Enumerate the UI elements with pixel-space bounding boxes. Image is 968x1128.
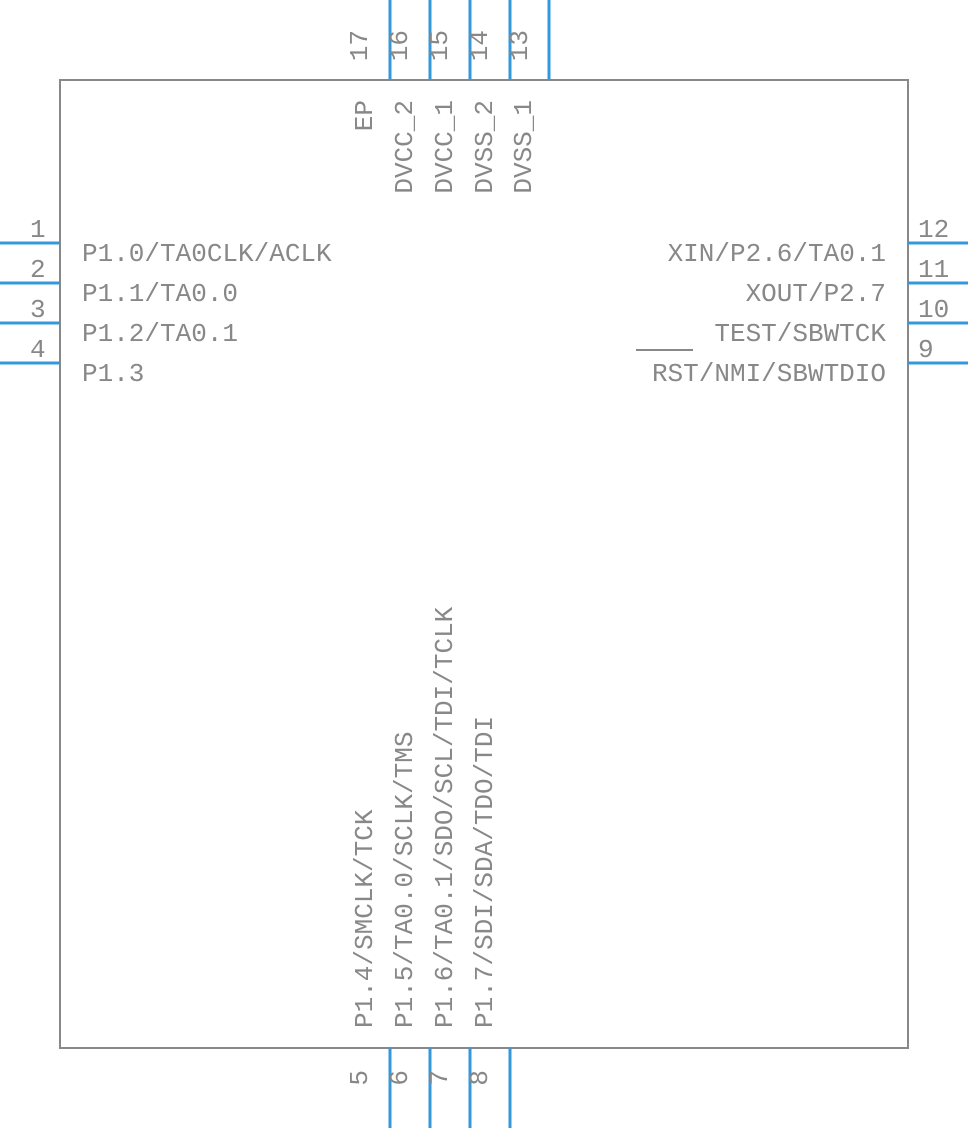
pin-number-5: 5 — [345, 1070, 375, 1086]
pin-number-3: 3 — [30, 295, 46, 325]
pin-label-2: P1.1/TA0.0 — [82, 279, 238, 309]
pin-label-8: P1.7/SDI/SDA/TDO/TDI — [470, 716, 500, 1028]
ic-schematic-symbol: 1 P1.0/TA0CLK/ACLK 2 P1.1/TA0.0 3 P1.2/TA0.1 4… — [0, 0, 968, 1128]
pin-number-14: 14 — [465, 30, 495, 61]
pin-number-15: 15 — [425, 30, 455, 61]
pin-number-2: 2 — [30, 255, 46, 285]
pin-number-7: 7 — [425, 1070, 455, 1086]
pin-number-12: 12 — [918, 215, 949, 245]
pin-label-4: P1.3 — [82, 359, 144, 389]
pin-label-6: P1.5/TA0.0/SCLK/TMS — [390, 732, 420, 1028]
pin-number-9: 9 — [918, 335, 934, 365]
pin-label-12: XIN/P2.6/TA0.1 — [668, 239, 886, 269]
pin-label-11: XOUT/P2.7 — [746, 279, 886, 309]
pin-label-16: DVCC_2 — [390, 100, 420, 194]
pin-label-14: DVSS_2 — [470, 100, 500, 194]
pin-label-13: DVSS_1 — [509, 100, 539, 194]
pin-number-8: 8 — [465, 1070, 495, 1086]
pin-label-9: RST/NMI/SBWTDIO — [652, 359, 886, 389]
pin-label-17: EP — [350, 100, 380, 131]
pin-number-10: 10 — [918, 295, 949, 325]
pin-number-4: 4 — [30, 335, 46, 365]
pin-number-16: 16 — [385, 30, 415, 61]
pin-label-1: P1.0/TA0CLK/ACLK — [82, 239, 332, 269]
pin-number-17: 17 — [345, 30, 375, 61]
pin-label-5: P1.4/SMCLK/TCK — [350, 809, 380, 1028]
pin-label-3: P1.2/TA0.1 — [82, 319, 238, 349]
pin-label-15: DVCC_1 — [430, 100, 460, 194]
pin-label-10: TEST/SBWTCK — [714, 319, 886, 349]
pin-number-11: 11 — [918, 255, 949, 285]
pin-label-7: P1.6/TA0.1/SDO/SCL/TDI/TCLK — [430, 606, 460, 1028]
pin-number-13: 13 — [505, 30, 535, 61]
pin-number-6: 6 — [385, 1070, 415, 1086]
pin-number-1: 1 — [30, 215, 46, 245]
